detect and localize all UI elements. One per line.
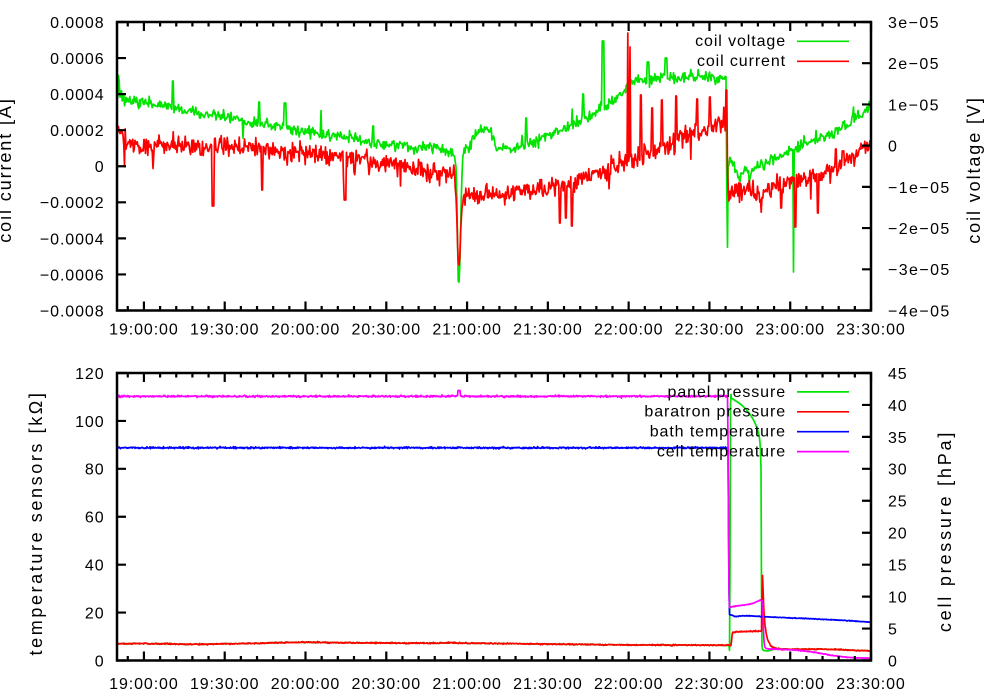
svg-text:19:30:00: 19:30:00 [190,676,259,693]
svg-text:22:00:00: 22:00:00 [594,322,663,339]
svg-text:25: 25 [888,494,908,511]
svg-text:0: 0 [95,159,105,176]
svg-text:40: 40 [888,398,908,415]
svg-text:20:30:00: 20:30:00 [352,676,421,693]
svg-text:3e−05: 3e−05 [888,15,940,32]
svg-text:5: 5 [888,621,898,638]
svg-text:0.0002: 0.0002 [50,123,104,140]
svg-text:35: 35 [888,430,908,447]
svg-text:23:30:00: 23:30:00 [836,676,905,693]
svg-text:0: 0 [888,139,898,156]
svg-text:0: 0 [95,653,105,670]
svg-text:−1e−05: −1e−05 [888,180,951,197]
svg-text:21:30:00: 21:30:00 [513,322,582,339]
svg-text:120: 120 [75,366,104,383]
svg-text:22:30:00: 22:30:00 [675,676,744,693]
svg-text:baratron pressure: baratron pressure [644,404,786,421]
svg-text:bath temperature: bath temperature [650,424,786,441]
svg-text:−3e−05: −3e−05 [888,262,951,279]
svg-text:19:00:00: 19:00:00 [109,322,178,339]
svg-text:−2e−05: −2e−05 [888,221,951,238]
svg-text:60: 60 [85,510,105,527]
svg-text:21:00:00: 21:00:00 [432,322,501,339]
svg-text:coil current [A]: coil current [A] [0,97,15,242]
svg-text:2e−05: 2e−05 [888,56,940,73]
svg-text:15: 15 [888,558,908,575]
svg-text:−0.0008: −0.0008 [40,303,105,320]
svg-text:0: 0 [888,653,898,670]
svg-text:21:00:00: 21:00:00 [432,676,501,693]
svg-text:−4e−05: −4e−05 [888,303,951,320]
svg-text:20: 20 [85,605,105,622]
svg-text:40: 40 [85,558,105,575]
svg-text:coil current: coil current [697,53,786,70]
svg-text:0.0006: 0.0006 [50,51,104,68]
svg-text:80: 80 [85,462,105,479]
svg-text:cell temperature: cell temperature [657,444,786,461]
svg-text:30: 30 [888,462,908,479]
svg-text:100: 100 [75,414,104,431]
svg-text:0.0004: 0.0004 [50,87,104,104]
svg-text:coil voltage: coil voltage [695,33,786,50]
svg-text:panel pressure: panel pressure [668,384,786,401]
svg-text:coil voltage [V]: coil voltage [V] [964,96,984,243]
svg-text:cell pressure [hPa]: cell pressure [hPa] [935,430,955,632]
svg-text:20:30:00: 20:30:00 [352,322,421,339]
svg-text:22:30:00: 22:30:00 [675,322,744,339]
svg-text:22:00:00: 22:00:00 [594,676,663,693]
svg-text:19:30:00: 19:30:00 [190,322,259,339]
svg-text:23:00:00: 23:00:00 [755,676,824,693]
svg-text:20:00:00: 20:00:00 [271,676,340,693]
svg-text:10: 10 [888,590,908,607]
svg-text:20:00:00: 20:00:00 [271,322,340,339]
svg-text:−0.0006: −0.0006 [40,267,105,284]
svg-text:1e−05: 1e−05 [888,97,940,114]
svg-text:23:00:00: 23:00:00 [755,322,824,339]
svg-text:23:30:00: 23:30:00 [836,322,905,339]
svg-text:−0.0002: −0.0002 [40,195,105,212]
svg-text:45: 45 [888,366,908,383]
svg-text:20: 20 [888,526,908,543]
svg-text:21:30:00: 21:30:00 [513,676,582,693]
svg-text:19:00:00: 19:00:00 [109,676,178,693]
svg-text:−0.0004: −0.0004 [40,231,105,248]
svg-text:temperature sensors [kΩ]: temperature sensors [kΩ] [26,391,46,656]
svg-text:0.0008: 0.0008 [50,15,104,32]
